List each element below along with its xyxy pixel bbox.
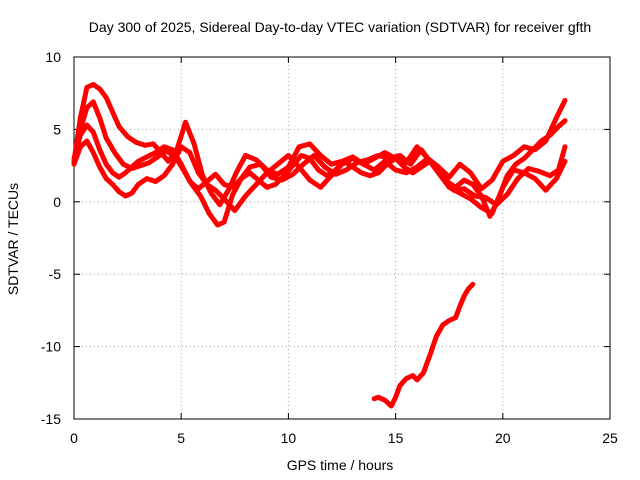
y-axis-label: SDTVAR / TECUs	[5, 183, 21, 295]
plot-frame	[73, 56, 611, 420]
series-track-4	[71, 138, 568, 216]
x-tick-label: 10	[281, 430, 297, 446]
data-series	[71, 82, 568, 409]
x-axis-label: GPS time / hours	[287, 457, 394, 473]
x-tick-label: 0	[70, 430, 78, 446]
series-track-3	[71, 118, 568, 219]
y-tick-label: -10	[41, 339, 61, 355]
axis-ticks: 0 5 10 15 20 25 10 5 0 -5 -10 -15	[41, 49, 618, 446]
y-tick-label: 10	[45, 49, 61, 65]
series-track-2	[71, 99, 568, 228]
series-track-5	[371, 281, 476, 409]
y-tick-label: 5	[53, 121, 61, 137]
x-tick-label: 25	[602, 430, 618, 446]
y-tick-label: 0	[53, 194, 61, 210]
y-tick-label: -5	[49, 266, 62, 282]
x-tick-label: 5	[177, 430, 185, 446]
chart-title: Day 300 of 2025, Sidereal Day-to-day VTE…	[89, 19, 591, 35]
x-tick-label: 20	[495, 430, 511, 446]
grid-lines	[74, 57, 610, 419]
x-tick-label: 15	[388, 430, 404, 446]
y-tick-label: -15	[41, 411, 61, 427]
